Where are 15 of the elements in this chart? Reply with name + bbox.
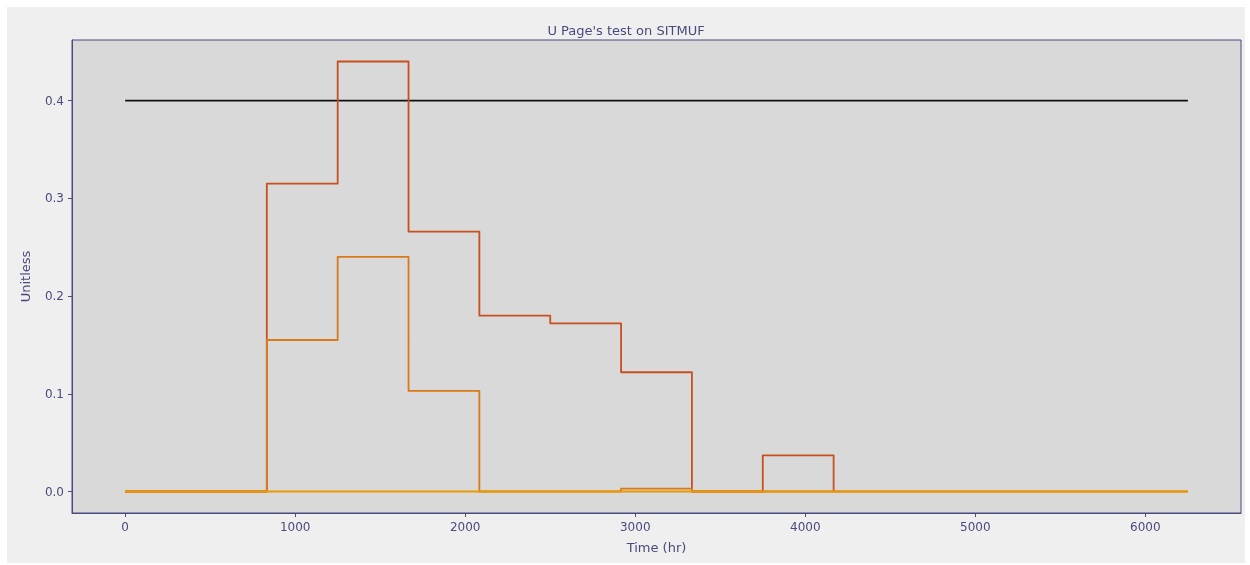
- y-tick-label: 0.1: [44, 386, 64, 401]
- y-tick-label: 0.0: [44, 484, 64, 499]
- x-tick-label: 1000: [279, 520, 311, 534]
- y-tick-label: 0.4: [44, 93, 64, 108]
- x-tick-label: 5000: [960, 520, 991, 534]
- x-axis-title: Time (hr): [625, 540, 687, 555]
- x-tick-label: 3000: [619, 520, 651, 534]
- x-tick-label: 0: [121, 520, 129, 534]
- x-tick-label: 4000: [790, 520, 821, 534]
- y-axis-title: Unitless: [18, 250, 33, 303]
- y-tick-label: 0.2: [44, 289, 64, 304]
- x-tick-label: 6000: [1130, 520, 1161, 534]
- chart-title: U Page's test on SITMUF: [547, 23, 705, 38]
- y-tick-label: 0.3: [44, 191, 64, 206]
- x-tick-label: 2000: [449, 520, 481, 534]
